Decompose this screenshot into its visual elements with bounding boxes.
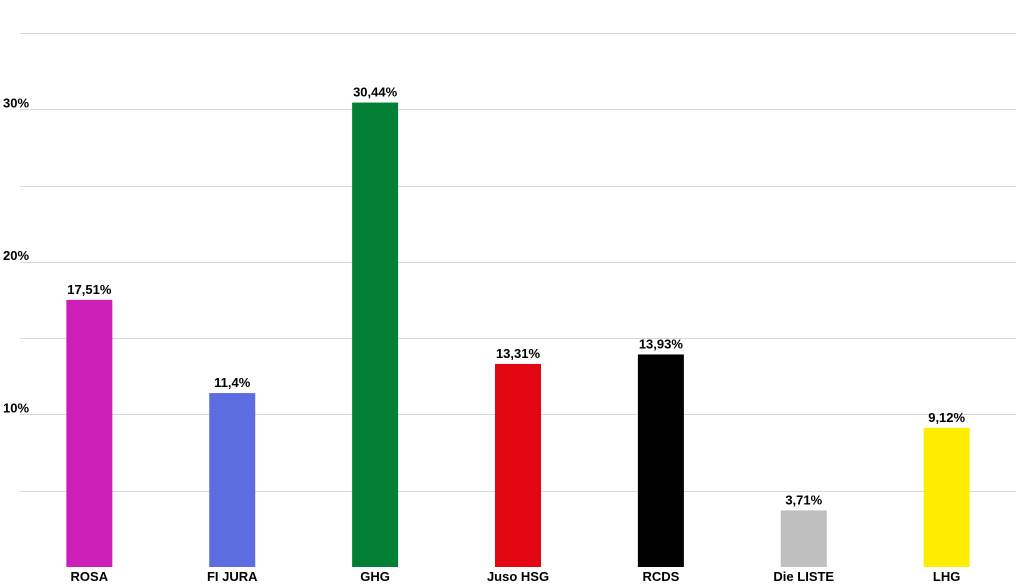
bar-rcds <box>637 354 684 567</box>
bar-die-liste <box>780 510 827 567</box>
data-label: 30,44% <box>353 85 398 100</box>
data-label: 13,93% <box>639 336 684 351</box>
x-category-label: GHG <box>360 569 390 584</box>
y-tick-label: 30% <box>3 95 29 110</box>
data-label: 9,12% <box>928 410 965 425</box>
data-labels: 17,51% 11,4% 30,44% 13,31% 13,93% 3,71% 9,12% <box>67 85 965 508</box>
x-category-label: Juso HSG <box>487 569 549 584</box>
data-label: 13,31% <box>496 346 541 361</box>
bar-fi-jura <box>209 393 256 567</box>
bar-ghg <box>352 102 399 567</box>
bar-rosa <box>66 299 113 567</box>
bar-juso-hsg <box>495 363 541 567</box>
data-label: 17,51% <box>67 282 112 297</box>
x-axis-category-labels: ROSA FI JURA GHG Juso HSG RCDS Die LISTE LHG <box>71 569 961 584</box>
bar-lhg <box>923 427 970 567</box>
y-tick-label: 10% <box>3 400 29 415</box>
x-category-label: ROSA <box>71 569 109 584</box>
data-label: 3,71% <box>785 492 822 507</box>
x-category-label: Die LISTE <box>773 569 834 584</box>
bars <box>66 102 970 567</box>
x-category-label: LHG <box>933 569 960 584</box>
y-axis-tick-labels: 10% 20% 30% <box>3 95 29 415</box>
data-label: 11,4% <box>214 375 251 390</box>
x-category-label: FI JURA <box>207 569 258 584</box>
x-category-label: RCDS <box>642 569 679 584</box>
y-tick-label: 20% <box>3 248 29 263</box>
grid-lines <box>20 33 1016 492</box>
